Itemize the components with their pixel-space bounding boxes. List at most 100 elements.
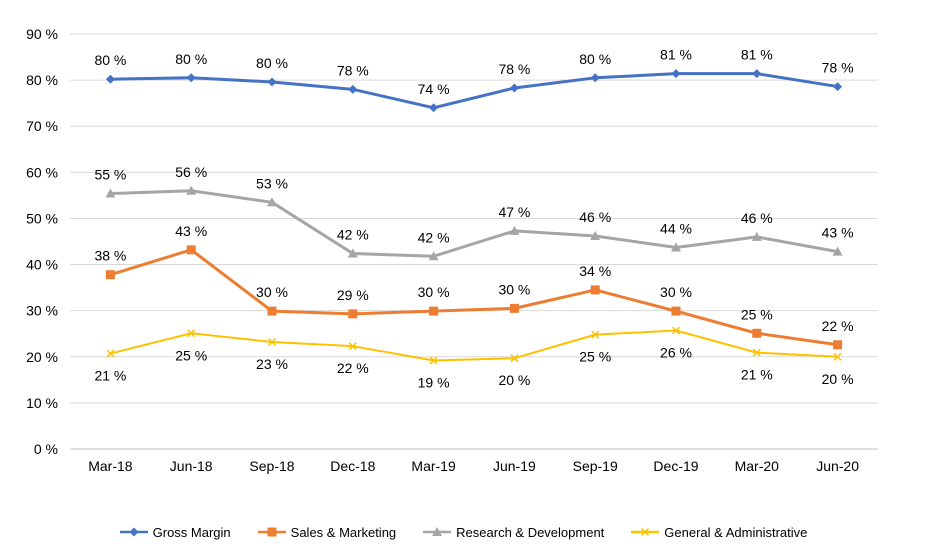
y-tick-label: 80 % bbox=[26, 72, 58, 88]
data-point bbox=[671, 242, 681, 252]
legend-label: General & Administrative bbox=[664, 524, 808, 540]
legend-marker bbox=[641, 527, 650, 537]
data-label: 43 % bbox=[175, 223, 207, 239]
x-tick-label: Sep-19 bbox=[573, 458, 618, 474]
legend-key bbox=[631, 527, 660, 537]
legend-key bbox=[423, 527, 452, 536]
x-marker-stroke bbox=[752, 348, 761, 357]
data-label: 23 % bbox=[256, 356, 288, 372]
data-label: 47 % bbox=[498, 204, 530, 220]
data-point bbox=[187, 329, 196, 338]
data-label: 21 % bbox=[741, 367, 773, 383]
data-point bbox=[671, 326, 681, 335]
legend-key bbox=[257, 527, 286, 537]
data-label: 30 % bbox=[660, 284, 692, 300]
x-marker-stroke bbox=[641, 527, 650, 537]
series-line bbox=[109, 248, 838, 347]
data-label: 30 % bbox=[418, 284, 450, 300]
legend-marker bbox=[432, 527, 443, 536]
data-point bbox=[752, 348, 761, 357]
x-marker-stroke bbox=[106, 349, 115, 358]
y-tick-label: 10 % bbox=[26, 395, 58, 411]
data-label: 56 % bbox=[175, 164, 207, 180]
data-point bbox=[105, 270, 115, 280]
x-tick-label: Jun-20 bbox=[816, 458, 859, 474]
data-point bbox=[429, 103, 439, 113]
data-point bbox=[348, 309, 358, 319]
data-point bbox=[510, 354, 519, 363]
chart-legend: Gross Margin Sales & Marketing Research & … bbox=[0, 520, 926, 544]
x-marker-stroke bbox=[510, 354, 519, 363]
legend-label: Research & Development bbox=[456, 524, 605, 540]
data-point bbox=[832, 246, 843, 256]
data-label: 46 % bbox=[579, 209, 611, 225]
x-marker-stroke bbox=[833, 352, 842, 361]
y-tick-label: 40 % bbox=[26, 257, 58, 273]
data-point bbox=[671, 69, 681, 79]
legend-item: Sales & Marketing bbox=[257, 524, 397, 540]
data-point bbox=[348, 84, 358, 94]
data-label: 25 % bbox=[579, 349, 611, 365]
data-point bbox=[429, 306, 439, 316]
data-label: 81 % bbox=[660, 47, 692, 63]
data-point bbox=[267, 77, 277, 87]
data-point bbox=[267, 337, 277, 347]
data-label: 30 % bbox=[256, 284, 288, 300]
x-tick-label: Mar-18 bbox=[88, 458, 133, 474]
data-label: 81 % bbox=[741, 47, 773, 63]
x-marker-stroke bbox=[429, 356, 438, 365]
x-tick-label: Jun-19 bbox=[493, 458, 536, 474]
data-label: 78 % bbox=[822, 60, 854, 76]
data-point bbox=[752, 69, 762, 79]
data-label: 80 % bbox=[175, 51, 207, 67]
data-label: 38 % bbox=[94, 248, 126, 264]
data-label: 42 % bbox=[337, 226, 369, 242]
data-label: 44 % bbox=[660, 220, 692, 236]
data-point bbox=[590, 230, 601, 240]
data-label: 46 % bbox=[741, 210, 773, 226]
x-marker-stroke bbox=[267, 337, 277, 347]
y-tick-label: 50 % bbox=[26, 210, 58, 226]
x-marker-stroke bbox=[187, 329, 196, 338]
data-point bbox=[752, 328, 762, 338]
data-label: 80 % bbox=[579, 51, 611, 67]
data-label: 21 % bbox=[94, 368, 126, 384]
legend-marker bbox=[267, 527, 277, 537]
x-marker-stroke bbox=[591, 330, 600, 339]
data-label: 80 % bbox=[94, 52, 126, 68]
data-label: 43 % bbox=[822, 225, 854, 241]
data-point bbox=[105, 74, 115, 84]
x-tick-label: Sep-18 bbox=[249, 458, 294, 474]
data-point bbox=[186, 185, 197, 195]
series-line bbox=[110, 329, 838, 362]
data-label: 78 % bbox=[498, 61, 530, 77]
data-point bbox=[509, 303, 519, 313]
data-label: 53 % bbox=[256, 175, 288, 191]
data-label: 55 % bbox=[94, 167, 126, 183]
data-label: 22 % bbox=[337, 360, 369, 376]
data-point bbox=[671, 306, 681, 316]
legend-label: Sales & Marketing bbox=[290, 524, 397, 540]
legend-key bbox=[119, 527, 148, 537]
data-label: 74 % bbox=[418, 81, 450, 97]
legend-item: Gross Margin bbox=[119, 525, 231, 540]
legend-item: General & Administrative bbox=[630, 525, 807, 540]
legend-marker bbox=[129, 527, 139, 537]
data-label: 20 % bbox=[822, 371, 854, 387]
data-label: 20 % bbox=[498, 372, 530, 388]
x-tick-label: Jun-18 bbox=[170, 458, 213, 474]
y-tick-label: 30 % bbox=[26, 303, 58, 319]
data-point bbox=[751, 231, 762, 241]
data-point bbox=[186, 73, 196, 83]
data-label: 78 % bbox=[337, 62, 369, 78]
data-label: 19 % bbox=[418, 374, 450, 390]
data-point bbox=[833, 82, 843, 92]
legend-item: Research & Development bbox=[422, 525, 604, 540]
y-tick-label: 60 % bbox=[26, 164, 58, 180]
data-point bbox=[590, 285, 600, 295]
x-marker-stroke bbox=[348, 342, 357, 351]
y-tick-label: 70 % bbox=[26, 118, 58, 134]
data-point bbox=[833, 352, 842, 361]
y-tick-label: 20 % bbox=[26, 349, 58, 365]
